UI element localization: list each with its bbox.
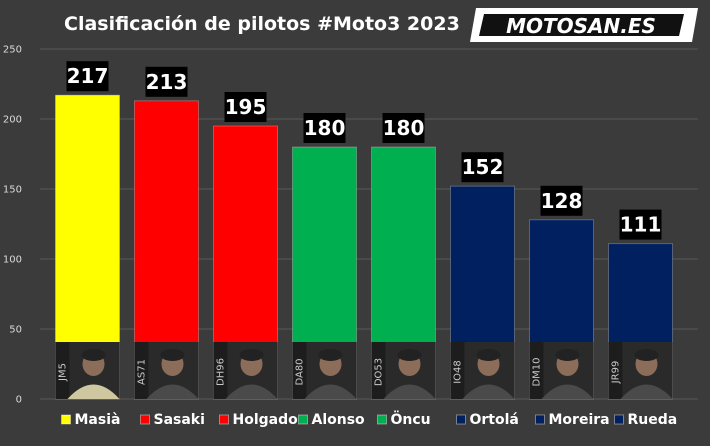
legend-label: Alonso (312, 412, 366, 428)
data-label: 180 (304, 116, 346, 140)
y-tick-label: 50 (9, 325, 22, 336)
legend-swatch (456, 414, 466, 425)
chart-title: Clasificación de pilotos #Moto3 2023 (64, 13, 460, 35)
data-label-box (145, 66, 188, 97)
legend-swatch (377, 414, 387, 425)
data-label: 180 (383, 116, 425, 140)
rider-photo: DA80 (292, 342, 357, 399)
y-tick-label: 100 (3, 255, 22, 266)
rider-photo: JM5 (55, 342, 120, 399)
data-label-box (303, 113, 346, 143)
legend-label: Rueda (628, 412, 678, 428)
legend-label: Öncu (391, 410, 431, 428)
data-label-box (382, 113, 425, 143)
legend-label: Ortolá (470, 412, 519, 428)
legend-swatch (61, 414, 71, 425)
data-label-box (224, 92, 267, 122)
logo-text: MOTOSAN.ES (506, 14, 656, 38)
rider-number: DM10 (532, 357, 543, 386)
rider-photos: JM5 AS71 DH96 DA80 DO53 IO48 DM10 JR99 (55, 342, 673, 399)
rider-number: DO53 (374, 358, 385, 386)
data-label: 152 (462, 155, 504, 179)
y-axis: 0 50 100 150 200 250 (3, 45, 22, 406)
rider-photo: DO53 (371, 342, 436, 399)
legend-label: Moreira (549, 412, 610, 428)
rider-number: AS71 (137, 359, 148, 385)
data-label: 195 (225, 95, 267, 119)
data-label-box (619, 209, 662, 240)
data-labels: 217 213 195 180 180 152 128 111 (66, 61, 662, 240)
legend-swatch (140, 414, 150, 425)
y-tick-label: 0 (16, 395, 22, 406)
legend: Masià Sasaki Holgado Alonso Öncu Ortolá Moreir… (61, 410, 678, 428)
y-tick-label: 250 (3, 45, 22, 56)
legend-swatch (535, 414, 545, 425)
rider-number: IO48 (453, 360, 464, 384)
rider-photo: AS71 (134, 342, 199, 399)
legend-label: Holgado (233, 412, 299, 428)
rider-number: JM5 (58, 363, 69, 382)
rider-number: JR99 (611, 361, 622, 385)
motosan-logo: MOTOSAN.ES (470, 8, 698, 42)
rider-photo: DH96 (213, 342, 278, 399)
legend-label: Masià (75, 412, 121, 428)
legend-swatch (298, 414, 308, 425)
data-label: 217 (67, 64, 109, 88)
logo-band (479, 14, 684, 36)
data-label: 111 (620, 213, 662, 237)
data-label-box (540, 185, 583, 216)
data-label-box (66, 61, 109, 92)
rider-photo: JR99 (608, 342, 673, 399)
data-label: 128 (541, 189, 583, 213)
legend-label: Sasaki (154, 412, 205, 428)
y-tick-label: 150 (3, 185, 22, 196)
data-label-box (461, 152, 504, 183)
y-tick-label: 200 (3, 115, 22, 126)
legend-swatch (219, 414, 229, 425)
rider-photo: DM10 (529, 342, 594, 399)
rider-number: DA80 (295, 358, 306, 385)
rider-number: DH96 (216, 358, 227, 386)
data-label: 213 (146, 70, 188, 94)
legend-swatch (614, 414, 624, 425)
rider-photo: IO48 (450, 342, 515, 399)
